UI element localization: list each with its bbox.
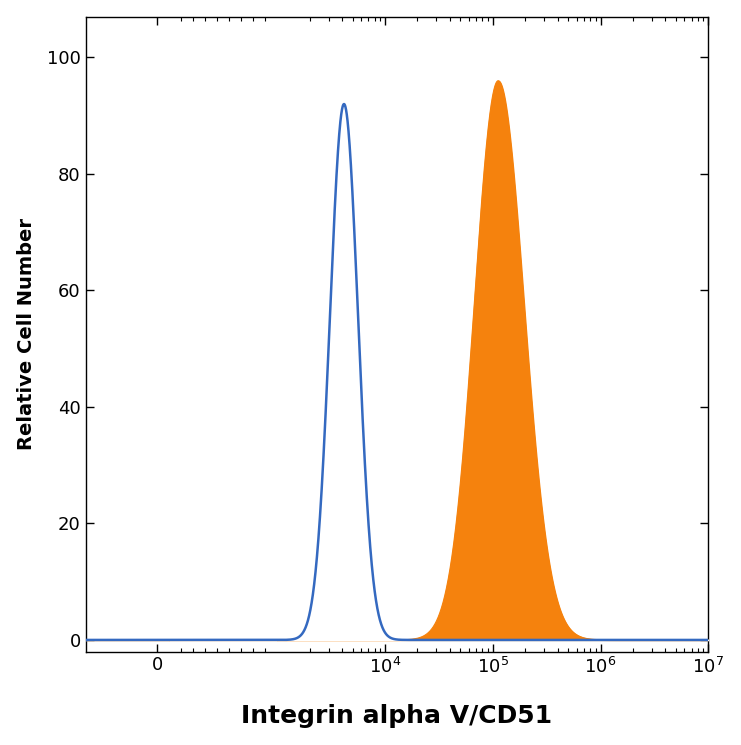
X-axis label: Integrin alpha V/CD51: Integrin alpha V/CD51 <box>242 704 553 729</box>
Y-axis label: Relative Cell Number: Relative Cell Number <box>16 218 36 450</box>
